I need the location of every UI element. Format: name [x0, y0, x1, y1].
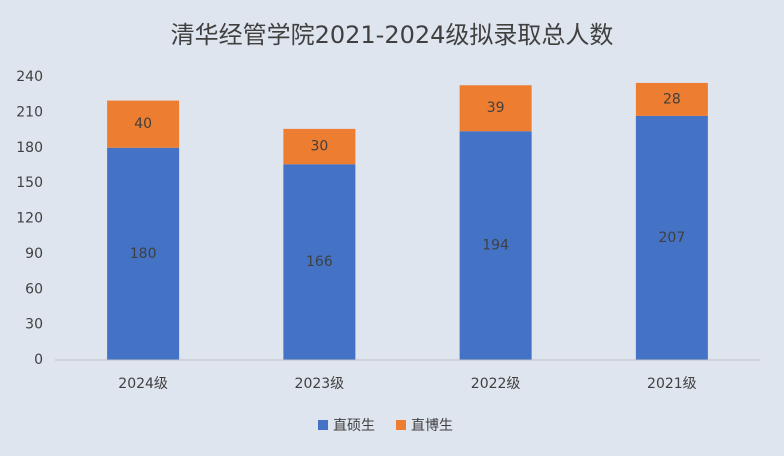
data-label: 28	[663, 91, 681, 107]
bar-segment	[459, 131, 532, 360]
y-tick-label: 60	[25, 281, 43, 297]
x-tick-label: 2024级	[118, 376, 168, 392]
y-tick-label: 240	[16, 69, 43, 85]
y-tick-label: 120	[16, 211, 43, 227]
chart-title: 清华经管学院2021-2024级拟录取总人数	[171, 21, 614, 49]
bar-segment	[635, 115, 708, 360]
y-tick-label: 0	[34, 352, 43, 368]
y-tick-label: 150	[16, 175, 43, 191]
y-tick-label: 90	[25, 246, 43, 262]
legend-label: 直博生	[411, 417, 453, 434]
data-label: 194	[482, 238, 509, 254]
data-label: 39	[487, 100, 505, 116]
data-label: 207	[659, 230, 686, 246]
legend-swatch	[318, 420, 328, 430]
y-tick-label: 30	[25, 317, 43, 333]
bar-segment	[107, 147, 180, 360]
bar-segment	[283, 164, 356, 360]
x-tick-label: 2022级	[471, 376, 521, 392]
data-label: 180	[130, 246, 157, 262]
bar-segment	[635, 82, 708, 116]
bar-segment	[283, 128, 356, 165]
x-tick-label: 2023级	[295, 376, 345, 392]
bar-segment	[459, 85, 532, 132]
y-tick-label: 180	[16, 140, 43, 156]
bar-segment	[107, 100, 180, 148]
data-label: 166	[306, 254, 333, 270]
data-label: 40	[134, 116, 152, 132]
legend-swatch	[396, 420, 406, 430]
x-tick-label: 2021级	[647, 376, 697, 392]
data-label: 30	[310, 139, 328, 155]
y-tick-label: 210	[16, 104, 43, 120]
legend-label: 直硕生	[333, 417, 375, 434]
